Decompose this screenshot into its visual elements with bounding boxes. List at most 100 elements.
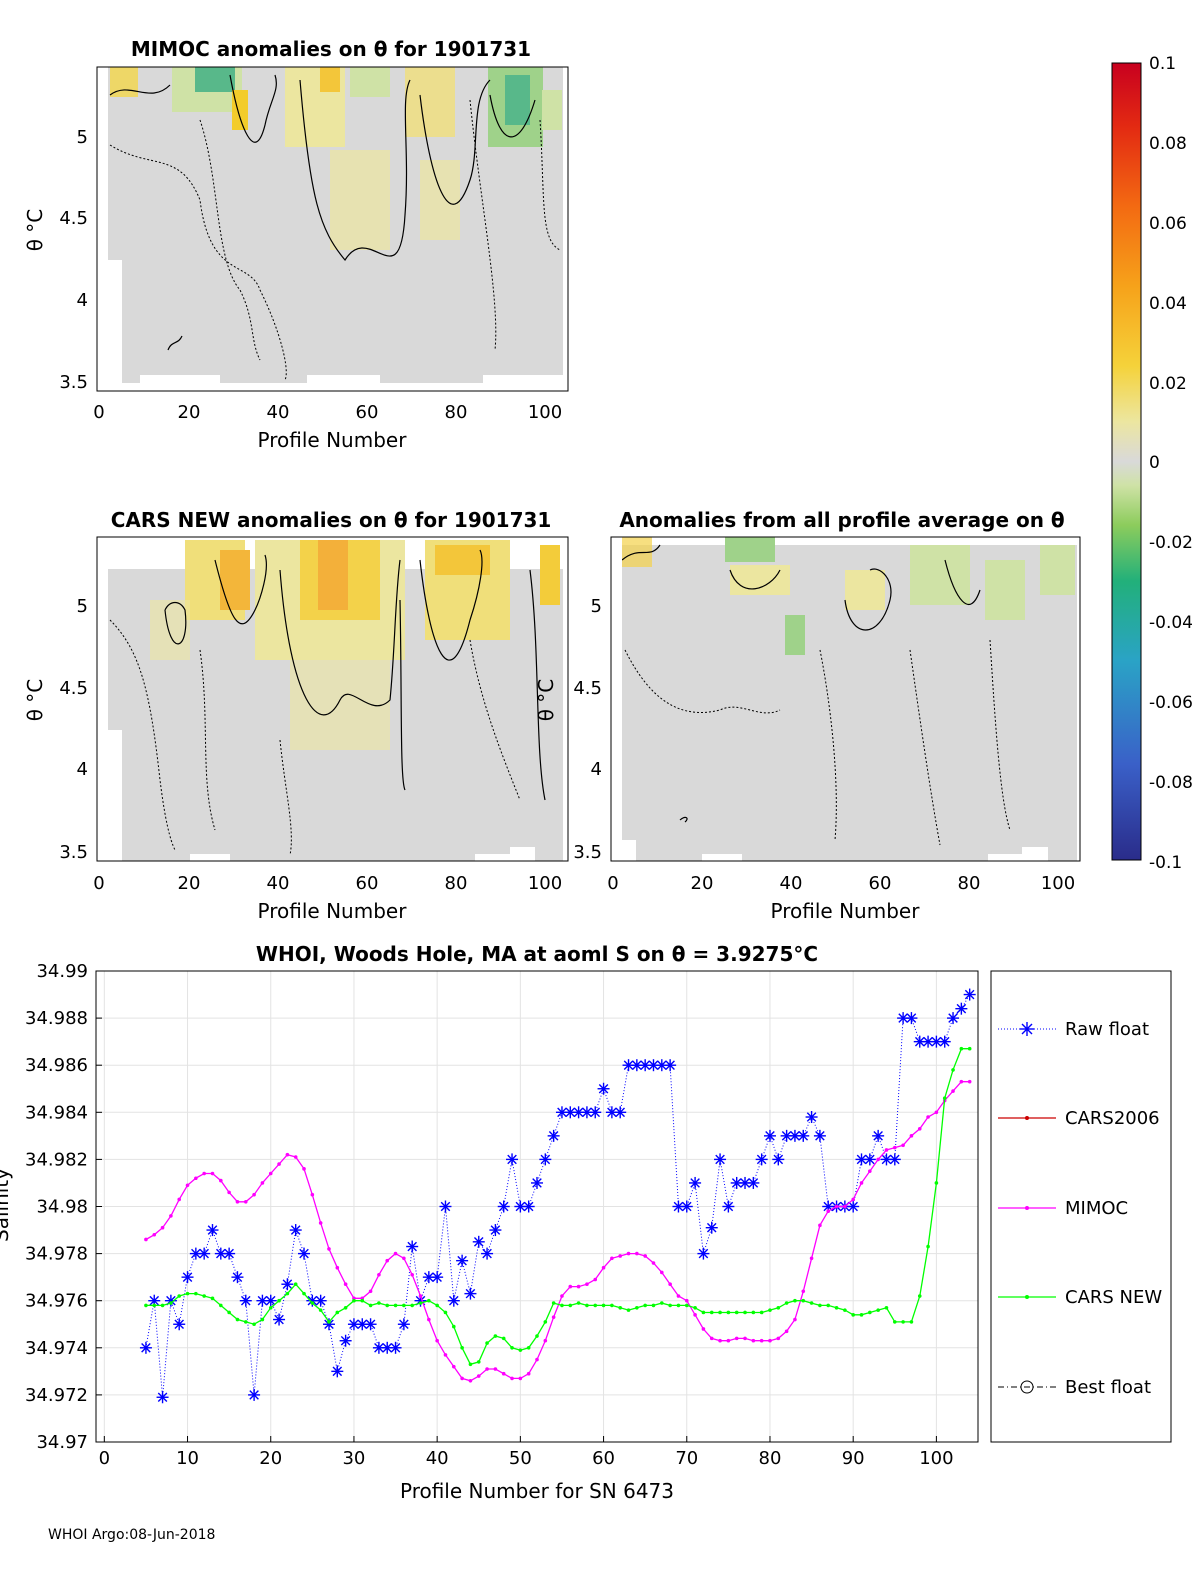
marker-stroke [174,1319,185,1330]
data-point-cars-new [892,1320,897,1324]
contour-line [419,79,491,205]
data-point-mimoc [202,1171,206,1176]
colorbar-tick-label: -0.06 [1149,693,1193,713]
data-point-mimoc [543,1338,548,1343]
data-point-mimoc [909,1134,914,1138]
data-point-raw-float [239,1294,252,1307]
data-point-mimoc [635,1251,639,1256]
contour-line [109,84,171,96]
y-tick-label: 4.5 [573,678,602,699]
data-point-mimoc [826,1209,831,1214]
marker-stroke [532,1178,542,1188]
data-point-mimoc [510,1376,514,1381]
y-tick-label: 5 [77,596,88,617]
data-point-mimoc [884,1148,889,1152]
colorbar-tick-label: 0.02 [1149,374,1187,394]
data-point-mimoc [343,1282,348,1287]
marker-stroke [698,1248,709,1259]
data-point-cars-new [443,1310,448,1315]
data-point-mimoc [626,1251,631,1256]
data-point-cars-new [618,1305,623,1310]
x-tick-label: 60 [592,1448,615,1469]
colorbar-tick-label: 0.06 [1149,214,1187,234]
data-point-cars-new [543,1320,548,1324]
salinity-chart: WHOI, Woods Hole, MA at aoml S on θ = 3.… [0,942,1172,1503]
data-point-cars-new [718,1310,722,1315]
marker-stroke [548,1131,559,1141]
data-point-mimoc [643,1254,647,1258]
legend-best-float-marker [1020,1380,1034,1394]
marker-stroke [956,1003,967,1014]
contour-line [621,544,661,561]
legend-cars-new-marker [1025,1295,1029,1299]
contour-line [229,74,277,143]
heatmap-1-mask [97,67,108,383]
marker-stroke [507,1154,517,1165]
data-point-mimoc [368,1289,373,1294]
data-point-mimoc [144,1237,148,1242]
contour-line [109,619,176,851]
data-point-cars-new [818,1303,822,1308]
colorbar-tick-label: -0.08 [1149,773,1193,793]
legend-best-float: Best float [998,1377,1151,1398]
data-point-mimoc [868,1169,872,1173]
data-point-mimoc [410,1272,414,1277]
x-tick-label: 100 [528,402,562,423]
marker-stroke [798,1131,809,1141]
salinity-chart-title: WHOI, Woods Hole, MA at aoml S on θ = 3.… [256,942,818,966]
data-point-raw-float [506,1153,519,1166]
data-point-raw-float [580,1106,593,1119]
y-tick-label: 4 [77,290,88,311]
data-point-cars-new [909,1320,914,1324]
data-point-cars-new [318,1308,323,1312]
data-point-raw-float [281,1278,294,1291]
data-point-cars-new [734,1310,739,1315]
marker-stroke [865,1154,875,1165]
data-point-mimoc [917,1126,922,1131]
colorbar-ticks: 0.1 0.08 0.06 0.04 0.02 0 -0.02 -0.04 -0… [1149,54,1193,873]
data-point-mimoc [843,1204,847,1209]
data-point-cars-new [352,1298,356,1303]
marker-stroke [723,1201,734,1212]
colorbar-tick-label: 0.08 [1149,134,1187,154]
data-point-cars-new [243,1320,248,1324]
heatmap-1-y-label: θ °C [23,209,47,252]
data-point-raw-float [797,1129,810,1142]
data-point-raw-float [863,1153,876,1166]
marker-stroke [340,1335,351,1346]
x-tick-label: 40 [780,873,803,894]
anomaly-patch [542,90,562,130]
heatmap-3-x-label: Profile Number [771,899,921,923]
data-point-mimoc [859,1181,864,1185]
marker-stroke [640,1060,650,1070]
contour-line [944,559,981,605]
contour-line [469,639,521,801]
marker-stroke [582,1107,592,1118]
x-tick-label: 80 [759,1448,782,1469]
salinity-chart-title-text: WHOI, Woods Hole, MA at aoml S on θ = 3.… [256,942,793,966]
data-point-raw-float [555,1106,568,1119]
data-point-mimoc [718,1338,722,1343]
y-tick-label: 34.97 [36,1432,88,1453]
data-point-cars-new [219,1303,223,1308]
marker-stroke [706,1222,717,1233]
heatmap-panel-cars-new: CARS NEW anomalies on θ for 1901731 [23,508,569,923]
data-point-raw-float [481,1247,494,1260]
marker-stroke [482,1248,492,1259]
data-point-mimoc [268,1171,273,1176]
contour-line [489,94,536,138]
data-point-raw-float [547,1129,560,1142]
data-point-cars-new [510,1346,514,1350]
marker-stroke [648,1060,659,1070]
data-point-mimoc [576,1284,581,1289]
anomaly-patch [845,570,885,610]
data-point-mimoc [751,1338,756,1343]
marker-stroke [806,1112,817,1122]
marker-stroke [765,1131,775,1141]
series-line-cars-new [145,1048,970,1366]
data-point-mimoc [535,1357,539,1362]
heatmap-3-mask [1022,847,1048,854]
heatmap-2-contours [164,549,546,801]
heatmap-3-x-ticks: 0 20 40 60 80 100 [607,873,1075,894]
anomaly-patch [405,67,455,137]
